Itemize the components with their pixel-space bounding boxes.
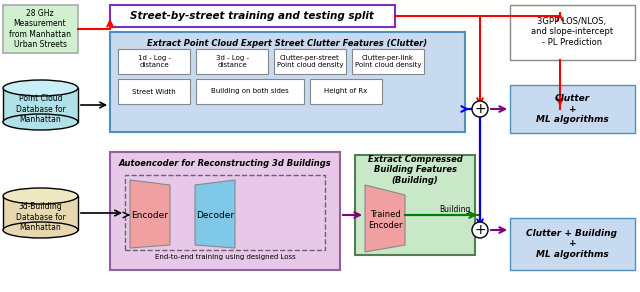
FancyBboxPatch shape	[110, 5, 395, 27]
Ellipse shape	[3, 188, 78, 204]
Circle shape	[472, 101, 488, 117]
Text: Extract Point Cloud Expert Street Clutter Features (Clutter): Extract Point Cloud Expert Street Clutte…	[147, 39, 427, 48]
Ellipse shape	[3, 80, 78, 96]
FancyBboxPatch shape	[510, 85, 635, 133]
Text: 3GPP LOS/NLOS,
and slope-intercept
- PL Prediction: 3GPP LOS/NLOS, and slope-intercept - PL …	[531, 17, 613, 47]
Text: Clutter
+
ML algorithms: Clutter + ML algorithms	[536, 94, 609, 124]
Text: Clutter + Building
+
ML algorithms: Clutter + Building + ML algorithms	[527, 229, 618, 259]
Text: Autoencoder for Reconstructing 3d Buildings: Autoencoder for Reconstructing 3d Buildi…	[118, 159, 332, 168]
FancyBboxPatch shape	[355, 155, 475, 255]
Text: Street-by-street training and testing split: Street-by-street training and testing sp…	[130, 11, 374, 21]
Text: Extract Compressed
Building Features
(Building): Extract Compressed Building Features (Bu…	[367, 155, 462, 185]
FancyBboxPatch shape	[3, 88, 78, 122]
Text: Street Width: Street Width	[132, 88, 176, 95]
Ellipse shape	[3, 222, 78, 238]
Text: Building: Building	[439, 206, 470, 215]
FancyBboxPatch shape	[118, 79, 190, 104]
Text: Encoder: Encoder	[131, 211, 168, 220]
Text: 3d-Building
Database for
Manhattan: 3d-Building Database for Manhattan	[15, 202, 65, 232]
Text: Clutter-per-street
Point cloud density: Clutter-per-street Point cloud density	[276, 55, 343, 68]
Polygon shape	[130, 180, 170, 248]
Text: Decoder: Decoder	[196, 211, 234, 220]
Text: +: +	[474, 223, 486, 237]
Text: Clutter-per-link
Point cloud density: Clutter-per-link Point cloud density	[355, 55, 421, 68]
Ellipse shape	[3, 114, 78, 130]
FancyBboxPatch shape	[196, 79, 304, 104]
FancyBboxPatch shape	[3, 5, 78, 53]
Text: Point Cloud
Database for
Manhattan: Point Cloud Database for Manhattan	[15, 94, 65, 124]
FancyBboxPatch shape	[274, 49, 346, 74]
Polygon shape	[195, 180, 235, 248]
FancyBboxPatch shape	[352, 49, 424, 74]
FancyBboxPatch shape	[310, 79, 382, 104]
FancyBboxPatch shape	[196, 49, 268, 74]
Text: Building on both sides: Building on both sides	[211, 88, 289, 95]
Text: +: +	[474, 102, 486, 116]
FancyBboxPatch shape	[118, 49, 190, 74]
FancyBboxPatch shape	[510, 218, 635, 270]
Text: Trained
Encoder: Trained Encoder	[368, 210, 403, 230]
Text: 28 GHz
Measurement
from Manhattan
Urban Streets: 28 GHz Measurement from Manhattan Urban …	[9, 9, 71, 49]
Polygon shape	[365, 185, 405, 252]
FancyBboxPatch shape	[3, 196, 78, 230]
Circle shape	[472, 222, 488, 238]
FancyBboxPatch shape	[110, 152, 340, 270]
Text: 3d - Log -
distance: 3d - Log - distance	[216, 55, 248, 68]
FancyBboxPatch shape	[510, 5, 635, 60]
Text: End-to-end training using designed Loss: End-to-end training using designed Loss	[155, 254, 296, 260]
FancyBboxPatch shape	[110, 32, 465, 132]
Text: Height of Rx: Height of Rx	[324, 88, 367, 95]
Text: 1d - Log -
distance: 1d - Log - distance	[138, 55, 170, 68]
